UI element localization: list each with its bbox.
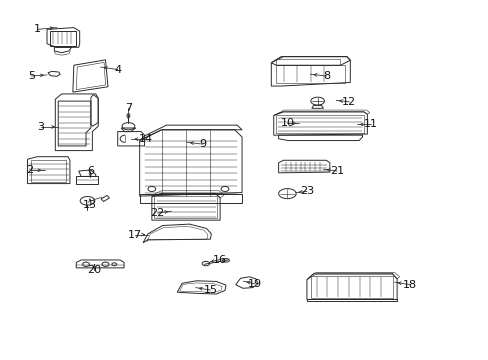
Ellipse shape	[310, 97, 324, 105]
Bar	[276, 59, 339, 65]
Ellipse shape	[82, 262, 89, 266]
Text: 14: 14	[139, 134, 153, 144]
Text: 13: 13	[83, 200, 97, 210]
Text: 8: 8	[322, 71, 329, 81]
Bar	[276, 65, 345, 83]
Text: 1: 1	[34, 24, 41, 35]
Text: 6: 6	[87, 166, 94, 176]
Text: 23: 23	[299, 186, 313, 197]
Text: 16: 16	[213, 255, 226, 265]
Text: 7: 7	[124, 103, 132, 113]
Text: 21: 21	[329, 166, 344, 176]
Ellipse shape	[202, 261, 209, 266]
Text: 15: 15	[203, 285, 217, 295]
Ellipse shape	[80, 197, 95, 205]
Bar	[310, 276, 392, 298]
Text: 4: 4	[114, 64, 121, 75]
Text: 17: 17	[127, 230, 142, 239]
Ellipse shape	[122, 123, 135, 130]
Text: 20: 20	[87, 265, 101, 275]
Text: 19: 19	[247, 279, 262, 289]
Bar	[276, 115, 363, 134]
Text: 9: 9	[199, 139, 206, 149]
Text: 22: 22	[150, 208, 164, 218]
Bar	[154, 196, 216, 219]
Bar	[50, 31, 76, 45]
Ellipse shape	[148, 186, 156, 192]
Ellipse shape	[112, 263, 117, 266]
Text: 5: 5	[28, 71, 35, 81]
Text: 2: 2	[26, 165, 34, 175]
Text: 3: 3	[37, 122, 44, 132]
Ellipse shape	[222, 258, 229, 262]
Bar	[31, 159, 66, 182]
Text: 10: 10	[280, 118, 294, 128]
Ellipse shape	[221, 186, 228, 192]
Text: 12: 12	[342, 97, 356, 107]
Ellipse shape	[102, 262, 109, 266]
Ellipse shape	[278, 189, 296, 199]
Text: 11: 11	[364, 120, 378, 129]
Text: 18: 18	[403, 280, 416, 290]
